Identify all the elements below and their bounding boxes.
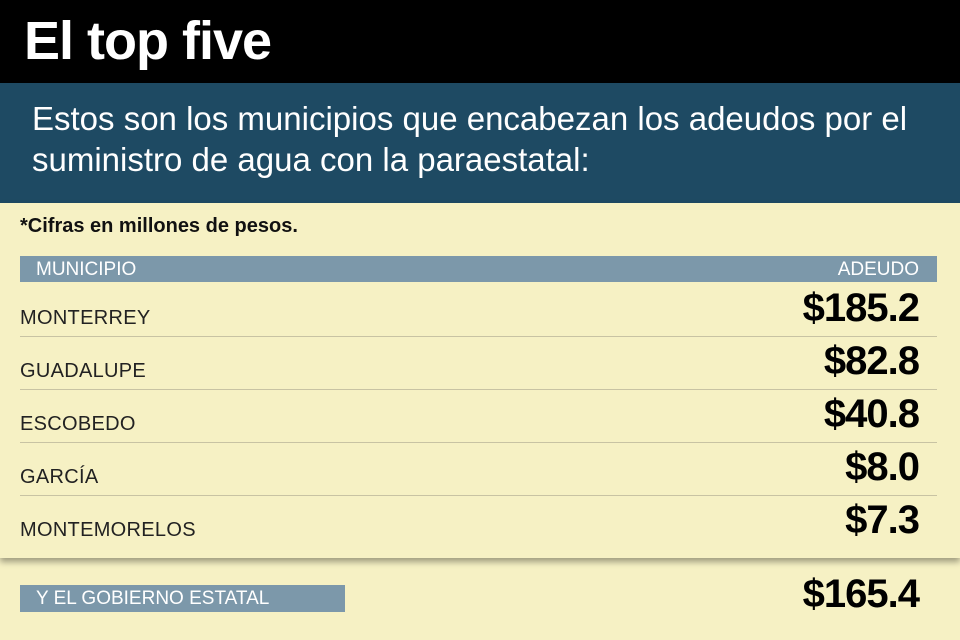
row-adeudo: $7.3 xyxy=(845,498,920,542)
column-header-adeudo: ADEUDO xyxy=(837,259,919,280)
table-row: MONTEMORELOS $7.3 xyxy=(20,495,937,548)
units-note: *Cifras en millones de pesos. xyxy=(20,215,298,237)
row-adeudo: $82.8 xyxy=(823,339,920,383)
row-municipio: ESCOBEDO xyxy=(20,413,136,435)
row-adeudo: $40.8 xyxy=(823,392,920,436)
subtitle: Estos son los municipios que encabezan l… xyxy=(32,100,908,178)
row-municipio: GUADALUPE xyxy=(20,360,147,382)
table-row: GUADALUPE $82.8 xyxy=(20,336,937,390)
row-municipio: MONTEMORELOS xyxy=(20,519,196,541)
column-header-municipio: MUNICIPIO xyxy=(36,259,137,280)
row-municipio: MONTERREY xyxy=(20,307,151,329)
row-adeudo: $8.0 xyxy=(845,445,920,489)
table-row: GARCÍA $8.0 xyxy=(20,442,937,496)
table-row: ESCOBEDO $40.8 xyxy=(20,389,937,443)
title-bar xyxy=(0,0,960,83)
total-adeudo: $165.4 xyxy=(802,572,920,616)
table-row: MONTERREY $185.2 xyxy=(20,283,937,337)
page-title: El top five xyxy=(24,11,272,71)
row-adeudo: $185.2 xyxy=(802,286,920,330)
total-label-box: Y EL GOBIERNO ESTATAL xyxy=(20,585,345,612)
table-header: MUNICIPIO ADEUDO xyxy=(20,256,937,282)
total-label: Y EL GOBIERNO ESTATAL xyxy=(36,588,270,609)
subtitle-bar xyxy=(0,83,960,203)
row-municipio: GARCÍA xyxy=(20,466,99,488)
